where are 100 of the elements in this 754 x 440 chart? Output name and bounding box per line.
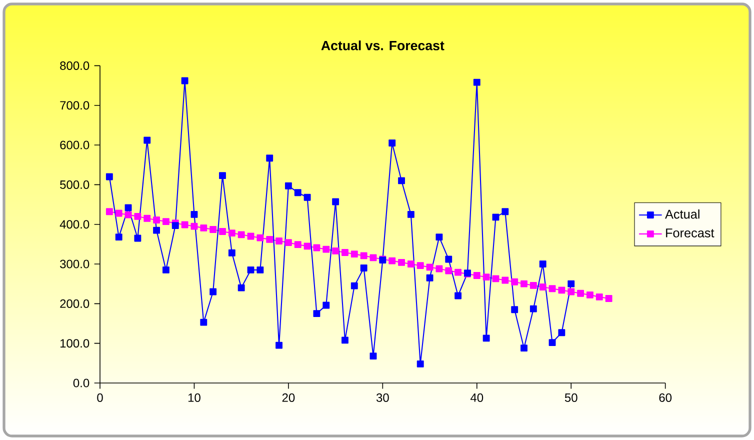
point (511, 278, 518, 286)
point (172, 222, 179, 229)
point (162, 266, 170, 274)
point (539, 284, 546, 290)
point (247, 266, 254, 274)
point (388, 140, 396, 146)
legend-label: Actual (665, 209, 700, 219)
point (426, 264, 434, 271)
point (492, 275, 500, 282)
point (106, 173, 113, 180)
point (304, 242, 311, 250)
y-tick-label: 100.0 (60, 339, 90, 348)
point (124, 204, 132, 212)
point (502, 208, 509, 216)
point (426, 274, 434, 282)
point (473, 78, 480, 86)
chart-title: Actual vs. Forecast (321, 40, 444, 50)
point (445, 267, 452, 274)
point (210, 288, 217, 296)
point (398, 258, 405, 266)
point (294, 189, 302, 196)
point (266, 236, 274, 243)
y-tick-label: 200.0 (60, 299, 90, 308)
point (322, 302, 330, 309)
point (370, 352, 377, 360)
point (162, 218, 170, 226)
point (124, 211, 132, 218)
point (238, 284, 245, 292)
point (228, 249, 236, 256)
point (115, 210, 122, 217)
point (153, 216, 160, 224)
point (407, 260, 414, 268)
point (256, 266, 264, 274)
point (210, 226, 217, 233)
point (454, 292, 462, 300)
y-tick-label: 500.0 (60, 180, 90, 189)
point (228, 230, 236, 237)
point (350, 250, 358, 258)
point (416, 360, 424, 368)
point (520, 280, 528, 288)
point (586, 291, 594, 298)
y-tick-label: 400.0 (60, 220, 90, 229)
point (276, 342, 282, 349)
x-tick-label: 0 (97, 393, 103, 402)
y-tick-label: 700.0 (60, 101, 90, 110)
point (332, 247, 340, 254)
point (568, 280, 575, 288)
point (360, 252, 368, 260)
point (398, 177, 405, 184)
x-tick-label: 30 (376, 393, 389, 402)
point (492, 214, 500, 221)
point (473, 272, 480, 279)
point (370, 254, 377, 262)
point (558, 329, 566, 336)
point (416, 262, 424, 270)
point (436, 234, 443, 240)
point (558, 286, 566, 294)
point (238, 231, 245, 238)
point (388, 257, 396, 264)
point (436, 265, 443, 272)
point (304, 194, 311, 201)
point (256, 234, 264, 242)
point (144, 214, 151, 222)
x-tick-label: 10 (188, 393, 200, 402)
point (548, 285, 556, 292)
point (134, 234, 142, 242)
point (342, 249, 348, 256)
point (445, 256, 452, 263)
point (482, 274, 490, 281)
point (276, 238, 282, 244)
point (548, 339, 556, 346)
point (284, 182, 292, 190)
y-tick-label: 0.0 (73, 378, 90, 388)
point (577, 290, 584, 297)
point (360, 264, 368, 272)
x-tick-label: 60 (659, 393, 672, 402)
y-tick-label: 800.0 (60, 61, 90, 70)
point (144, 136, 151, 144)
point (407, 210, 414, 218)
point (605, 295, 612, 302)
point (322, 246, 330, 253)
point (200, 224, 208, 232)
y-tick-label: 600.0 (60, 140, 90, 150)
point (502, 276, 509, 284)
point (511, 306, 518, 314)
point (134, 212, 142, 220)
point (520, 344, 528, 352)
point (115, 234, 122, 240)
y-tick-label: 300.0 (60, 260, 90, 268)
point (482, 334, 490, 342)
point (181, 221, 188, 228)
x-tick-label: 50 (564, 393, 578, 402)
x-tick-label: 20 (282, 393, 295, 402)
point (332, 198, 340, 206)
point (190, 210, 198, 218)
point (294, 241, 302, 248)
point (219, 228, 226, 235)
point (219, 172, 226, 180)
point (153, 226, 160, 234)
point (313, 244, 320, 252)
